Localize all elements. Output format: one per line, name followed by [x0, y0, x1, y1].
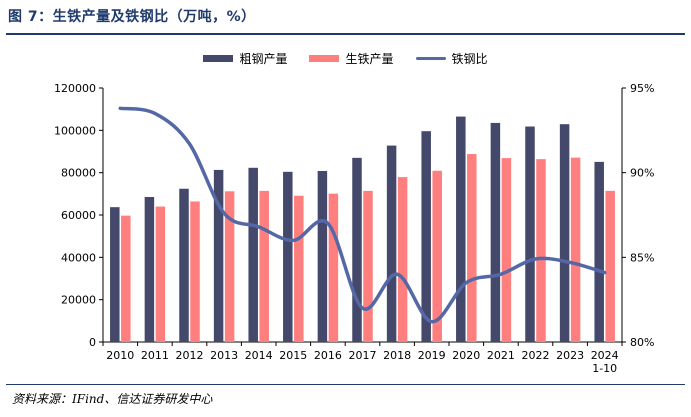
x-tick-label: 1-10 — [592, 362, 617, 375]
bar-pig-iron — [294, 195, 304, 342]
bar-crude-steel — [490, 122, 501, 342]
bar-pig-iron — [605, 190, 615, 342]
right-tick-label: 95% — [630, 82, 654, 95]
bar-crude-steel — [179, 188, 189, 342]
left-tick-label: 0 — [89, 336, 96, 349]
x-tick-label: 2015 — [279, 349, 307, 362]
right-tick-label: 90% — [630, 167, 654, 180]
bar-crude-steel — [317, 170, 328, 342]
x-tick-label: 2022 — [522, 349, 550, 362]
bar-crude-steel — [144, 197, 155, 342]
bar-crude-steel — [213, 169, 224, 342]
left-tick-label: 100000 — [54, 124, 96, 137]
x-tick-label: 2017 — [349, 349, 377, 362]
source-rule — [6, 384, 685, 385]
x-tick-label: 2021 — [487, 349, 515, 362]
bar-crude-steel — [352, 157, 362, 342]
bar-crude-steel — [525, 126, 535, 342]
x-tick-label: 2020 — [452, 349, 480, 362]
title-rule — [6, 33, 685, 35]
bar-crude-steel — [386, 145, 397, 342]
legend-swatch-pig-iron — [309, 54, 340, 62]
bar-crude-steel — [594, 161, 604, 342]
bar-pig-iron — [155, 206, 166, 342]
legend-item-pig-iron: 生铁产量 — [309, 50, 394, 67]
chart-legend: 粗钢产量 生铁产量 铁钢比 — [0, 49, 691, 67]
x-tick-label: 2014 — [245, 349, 273, 362]
figure-title: 图 7：生铁产量及铁钢比（万吨，%） — [8, 9, 256, 25]
x-tick-label: 2010 — [106, 349, 134, 362]
x-tick-label: 2016 — [314, 349, 342, 362]
x-tick-label: 2011 — [141, 349, 169, 362]
left-tick-label: 80000 — [61, 167, 96, 180]
bar-crude-steel — [110, 207, 120, 342]
x-tick-label: 2018 — [383, 349, 411, 362]
bar-pig-iron — [501, 158, 512, 342]
right-tick-label: 80% — [630, 336, 654, 349]
line-ratio — [118, 106, 607, 324]
bar-pig-iron — [363, 190, 373, 342]
legend-item-crude-steel: 粗钢产量 — [203, 50, 287, 67]
bar-pig-iron — [570, 157, 581, 342]
bar-pig-iron — [536, 159, 546, 342]
bar-pig-iron — [432, 170, 442, 342]
bar-pig-iron — [328, 193, 339, 342]
bar-crude-steel — [248, 167, 258, 342]
source-note: 资料来源：IFind、信达证券研发中心 — [12, 392, 213, 406]
legend-label-ratio: 铁钢比 — [451, 51, 488, 66]
bar-crude-steel — [456, 116, 466, 342]
right-tick-label: 85% — [630, 251, 654, 264]
left-tick-label: 40000 — [61, 251, 96, 264]
bar-pig-iron — [467, 154, 477, 342]
bar-pig-iron — [224, 191, 235, 342]
bar-pig-iron — [259, 190, 269, 342]
left-tick-label: 120000 — [54, 82, 96, 95]
x-tick-label: 2012 — [176, 349, 204, 362]
bar-crude-steel — [283, 171, 293, 342]
chart-plot: 0 20000 40000 60000 80000 100000 120000 80% 85% 9… — [54, 82, 654, 375]
x-tick-label: 2013 — [210, 349, 238, 362]
bar-crude-steel — [421, 131, 431, 342]
legend-item-ratio: 铁钢比 — [415, 50, 488, 67]
legend-swatch-crude-steel — [203, 54, 234, 62]
bar-pig-iron — [397, 177, 408, 342]
left-tick-label: 20000 — [61, 294, 96, 307]
x-tick-label: 2023 — [556, 349, 584, 362]
x-tick-label: 2024 — [591, 349, 619, 362]
x-tick-label: 2019 — [418, 349, 446, 362]
legend-label-crude-steel: 粗钢产量 — [239, 51, 288, 66]
bar-crude-steel — [559, 124, 570, 342]
left-tick-label: 60000 — [61, 209, 96, 222]
legend-swatch-ratio — [415, 56, 446, 60]
bar-pig-iron — [190, 201, 200, 342]
legend-label-pig-iron: 生铁产量 — [345, 51, 394, 66]
bar-pig-iron — [121, 215, 131, 342]
